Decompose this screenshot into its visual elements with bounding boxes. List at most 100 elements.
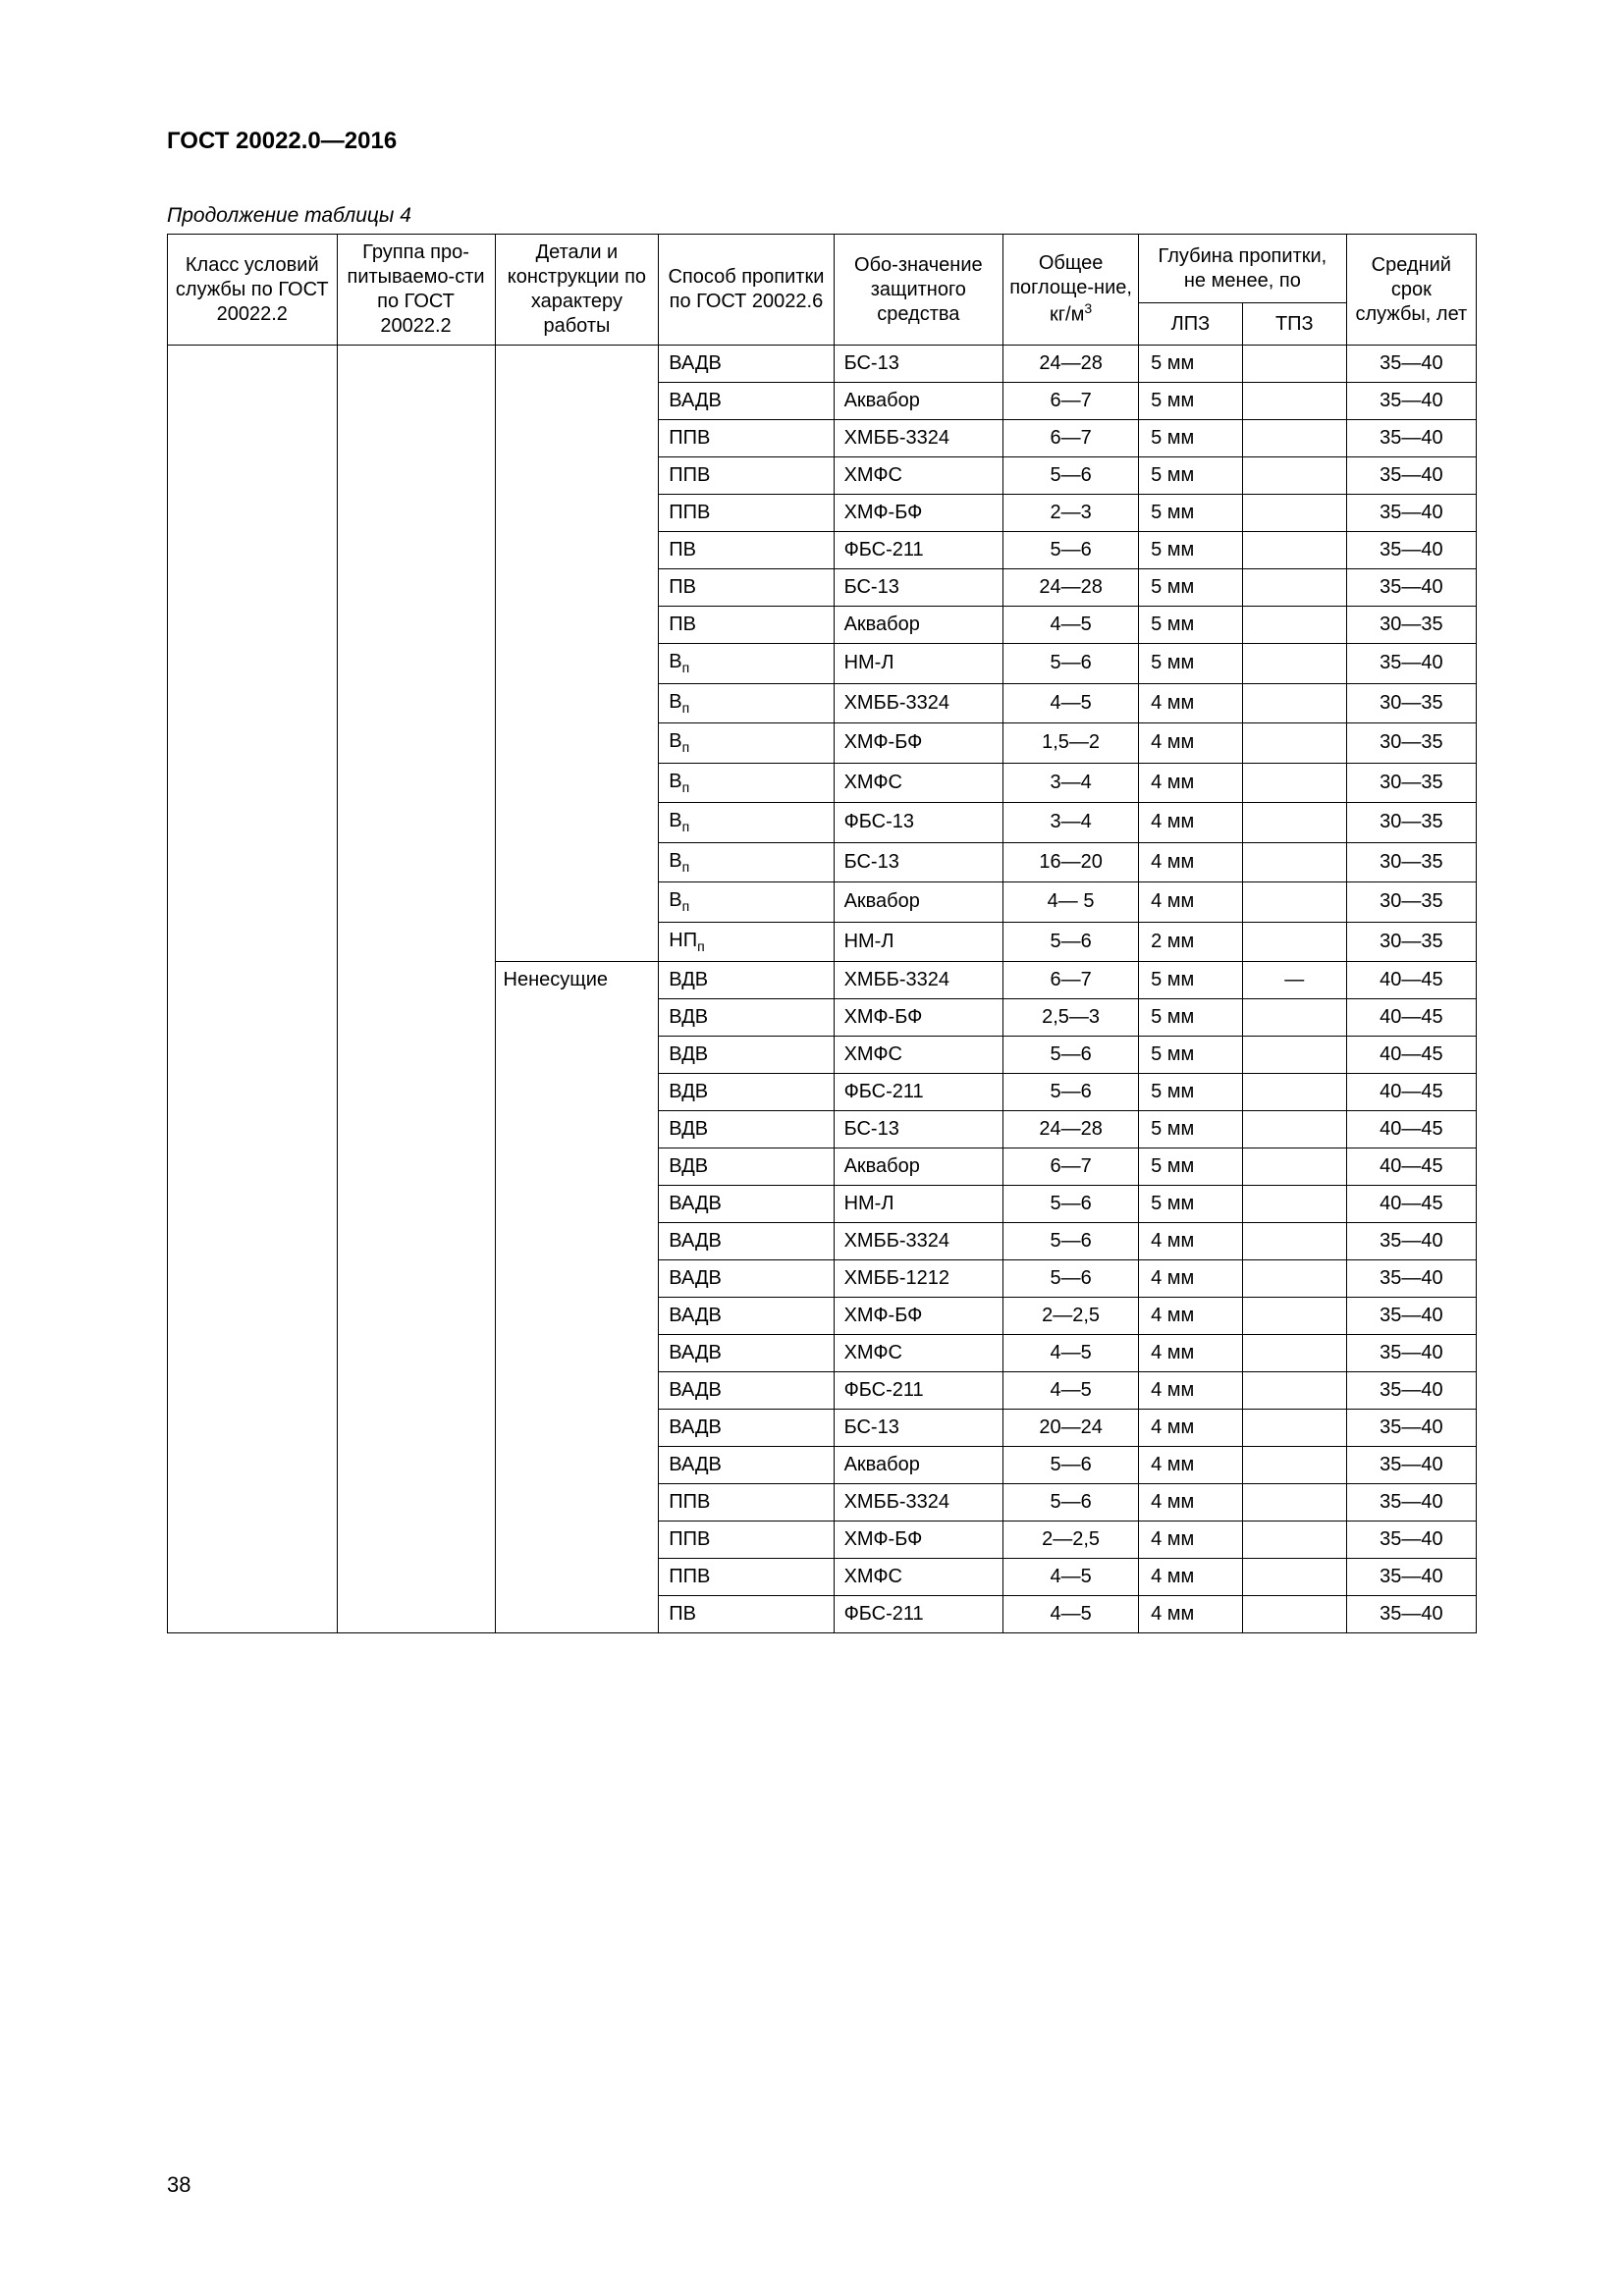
cell-lifetime: 30—35 [1346,922,1476,962]
cell-method: ВДВ [659,1148,834,1186]
cell-lifetime: 35—40 [1346,383,1476,420]
cell-absorption: 24—28 [1003,1111,1139,1148]
cell-lifetime: 35—40 [1346,420,1476,457]
cell-absorption: 4—5 [1003,607,1139,644]
cell-absorption: 24—28 [1003,569,1139,607]
cell-depth-tpz [1242,607,1346,644]
data-table: Класс условий службы по ГОСТ 20022.2 Гру… [167,234,1477,1633]
cell-designation: ХМФС [834,457,1003,495]
cell-absorption: 4—5 [1003,1335,1139,1372]
cell-depth-lpz: 2 мм [1139,922,1243,962]
cell-absorption: 5—6 [1003,922,1139,962]
cell-depth-lpz: 5 мм [1139,346,1243,383]
cell-depth-lpz: 4 мм [1139,763,1243,803]
cell-method: ППВ [659,1522,834,1559]
cell-depth-tpz [1242,683,1346,723]
col-header-absorption: Общее поглоще-ние, кг/м3 [1003,235,1139,346]
cell-method: ВАДВ [659,1447,834,1484]
cell-depth-lpz: 4 мм [1139,1522,1243,1559]
cell-lifetime: 30—35 [1346,723,1476,764]
cell-depth-lpz: 5 мм [1139,495,1243,532]
cell-absorption: 2,5—3 [1003,999,1139,1037]
cell-depth-lpz: 5 мм [1139,644,1243,684]
cell-absorption: 3—4 [1003,803,1139,843]
cell-absorption: 4—5 [1003,1372,1139,1410]
cell-method: ПВ [659,1596,834,1633]
cell-absorption: 24—28 [1003,346,1139,383]
cell-absorption: 16—20 [1003,842,1139,882]
cell-absorption: 2—2,5 [1003,1522,1139,1559]
cell-depth-tpz [1242,644,1346,684]
cell-lifetime: 35—40 [1346,1522,1476,1559]
cell-depth-tpz [1242,1484,1346,1522]
cell-designation: НМ-Л [834,922,1003,962]
cell-absorption: 6—7 [1003,962,1139,999]
cell-lifetime: 35—40 [1346,644,1476,684]
cell-designation: Аквабор [834,1447,1003,1484]
table-header: Класс условий службы по ГОСТ 20022.2 Гру… [168,235,1477,346]
cell-lifetime: 35—40 [1346,1484,1476,1522]
cell-lifetime: 35—40 [1346,346,1476,383]
cell-lifetime: 35—40 [1346,1372,1476,1410]
cell-method: ВАДВ [659,383,834,420]
cell-lifetime: 35—40 [1346,1559,1476,1596]
cell-designation: Аквабор [834,607,1003,644]
cell-absorption: 4—5 [1003,1559,1139,1596]
cell-method: ВДВ [659,962,834,999]
table-caption: Продолжение таблицы 4 [167,204,1477,228]
cell-method: ВАДВ [659,1298,834,1335]
cell-depth-lpz: 5 мм [1139,420,1243,457]
cell-designation: ХМББ-1212 [834,1260,1003,1298]
cell-absorption: 3—4 [1003,763,1139,803]
cell-depth-lpz: 4 мм [1139,842,1243,882]
cell-absorption: 1,5—2 [1003,723,1139,764]
cell-depth-tpz [1242,723,1346,764]
cell-method: ВАДВ [659,1335,834,1372]
cell-method: Вп [659,842,834,882]
cell-lifetime: 35—40 [1346,457,1476,495]
cell-absorption: 5—6 [1003,1037,1139,1074]
col-header-depth-group: Глубина пропитки, не менее, по [1139,235,1347,303]
cell-method: ПВ [659,532,834,569]
cell-depth-lpz: 4 мм [1139,1484,1243,1522]
cell-depth-lpz: 4 мм [1139,1298,1243,1335]
cell-method: ВАДВ [659,1260,834,1298]
cell-depth-tpz [1242,1410,1346,1447]
cell-method: ВАДВ [659,1410,834,1447]
cell-absorption: 5—6 [1003,457,1139,495]
cell-depth-tpz [1242,1335,1346,1372]
col-header-details: Детали и конструкции по характеру работы [495,235,659,346]
cell-details: Ненесущие [495,962,659,1633]
cell-designation: ХМББ-3324 [834,1223,1003,1260]
cell-depth-lpz: 4 мм [1139,1223,1243,1260]
cell-method: Вп [659,644,834,684]
cell-absorption: 20—24 [1003,1410,1139,1447]
cell-depth-lpz: 4 мм [1139,683,1243,723]
cell-designation: НМ-Л [834,644,1003,684]
cell-method: Вп [659,763,834,803]
cell-designation: ХМББ-3324 [834,1484,1003,1522]
cell-depth-tpz [1242,999,1346,1037]
cell-depth-lpz: 4 мм [1139,1335,1243,1372]
cell-absorption: 2—2,5 [1003,1298,1139,1335]
cell-absorption: 5—6 [1003,532,1139,569]
cell-method: ВАДВ [659,1223,834,1260]
cell-designation: Аквабор [834,882,1003,923]
cell-designation: ХМББ-3324 [834,420,1003,457]
cell-designation: НМ-Л [834,1186,1003,1223]
cell-lifetime: 30—35 [1346,683,1476,723]
cell-lifetime: 35—40 [1346,1596,1476,1633]
cell-method: ППВ [659,1484,834,1522]
cell-depth-tpz [1242,420,1346,457]
cell-designation: ХМББ-3324 [834,962,1003,999]
cell-method: ВАДВ [659,346,834,383]
cell-depth-tpz [1242,1223,1346,1260]
cell-depth-tpz [1242,842,1346,882]
cell-lifetime: 35—40 [1346,1223,1476,1260]
cell-lifetime: 30—35 [1346,607,1476,644]
cell-designation: ХМФС [834,1037,1003,1074]
cell-depth-tpz [1242,1074,1346,1111]
cell-depth-lpz: 4 мм [1139,803,1243,843]
cell-method: ПВ [659,607,834,644]
cell-lifetime: 30—35 [1346,803,1476,843]
